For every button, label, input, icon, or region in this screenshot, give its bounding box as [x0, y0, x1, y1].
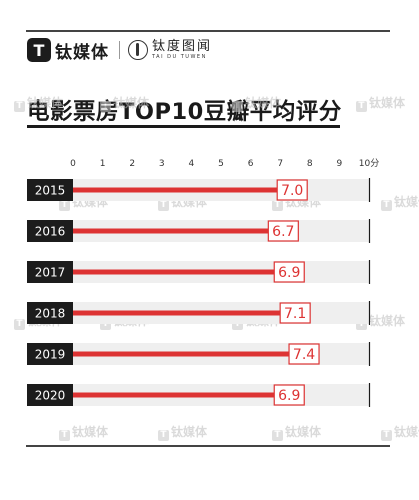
value-label-box	[288, 343, 320, 365]
value-label: 7.4	[293, 347, 315, 363]
category-label-box	[27, 343, 73, 365]
x-tick-label: 8	[307, 159, 313, 169]
x-tick-label: 4	[189, 159, 195, 169]
bottom-rule	[26, 445, 390, 447]
x-tick-label: 1	[100, 159, 106, 169]
value-label-box	[273, 384, 305, 406]
value-label: 7.0	[281, 183, 303, 199]
chart-title: 电影票房TOP10豆瓣平均评分	[27, 99, 342, 125]
bar	[73, 392, 278, 398]
value-label-box	[273, 261, 305, 283]
sub-brand: 钛度图闻 TAI DU TUWEN	[152, 38, 213, 61]
bar	[73, 310, 284, 316]
brand-header: T 钛媒体 钛度图闻 TAI DU TUWEN	[27, 37, 212, 63]
watermark: 钛媒体	[356, 312, 405, 330]
x-tick-label: 0	[70, 159, 76, 169]
category-label: 2020	[35, 389, 66, 403]
x-tick-label: 3	[159, 159, 165, 169]
category-label-box	[27, 220, 73, 242]
category-label: 2017	[35, 266, 66, 280]
watermark: 钛媒体	[381, 423, 419, 441]
top-rule	[26, 30, 390, 32]
value-label: 6.9	[278, 265, 300, 281]
category-label-box	[27, 302, 73, 324]
watermark: 钛媒体	[272, 423, 321, 441]
brand-name: 钛媒体	[55, 42, 109, 63]
watermark: 钛媒体	[14, 94, 63, 112]
bar	[73, 269, 278, 275]
x-tick-label: 10分	[359, 158, 379, 169]
brand-logo-icon: T	[27, 38, 51, 62]
watermark: 钛媒体	[100, 94, 149, 112]
x-tick-label: 9	[337, 159, 343, 169]
watermark: 钛媒体	[356, 94, 405, 112]
category-label: 2016	[35, 225, 66, 239]
sub-brand-logo-icon	[128, 40, 148, 60]
brand-divider	[119, 41, 120, 59]
watermark: 钛媒体	[381, 193, 419, 211]
category-label-box	[27, 384, 73, 406]
category-label: 2018	[35, 307, 66, 321]
title-underline	[27, 125, 340, 128]
watermark: 钛媒体	[158, 423, 207, 441]
category-label-box	[27, 179, 73, 201]
bar	[73, 187, 281, 193]
value-label: 7.1	[284, 306, 306, 322]
category-label: 2015	[35, 184, 66, 198]
x-tick-label: 6	[248, 159, 254, 169]
sub-brand-name: 钛度图闻	[152, 38, 213, 54]
watermark: 钛媒体	[59, 423, 108, 441]
bar	[73, 351, 293, 357]
value-label-box	[276, 179, 308, 201]
value-label-box	[279, 302, 311, 324]
value-label: 6.7	[272, 224, 294, 240]
x-tick-label: 5	[218, 159, 224, 169]
x-tick-label: 7	[277, 159, 283, 169]
value-label-box	[267, 220, 299, 242]
category-label-box	[27, 261, 73, 283]
watermark: 钛媒体	[232, 94, 281, 112]
x-tick-label: 2	[129, 159, 135, 169]
bar	[73, 228, 272, 234]
category-label: 2019	[35, 348, 66, 362]
value-label: 6.9	[278, 388, 300, 404]
sub-brand-pinyin: TAI DU TUWEN	[152, 53, 207, 60]
